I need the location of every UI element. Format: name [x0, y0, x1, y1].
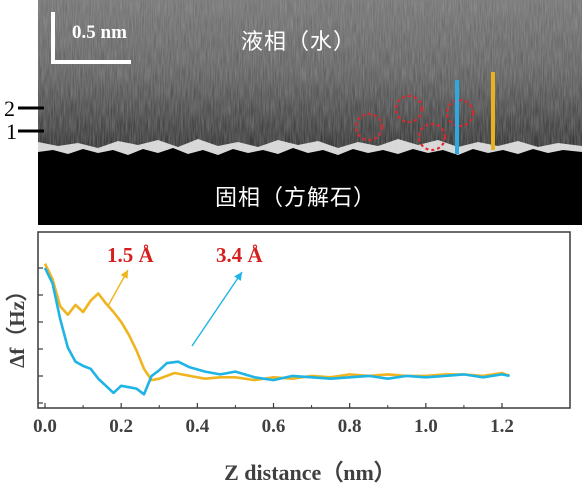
afm-image-canvas [38, 0, 582, 225]
layer-label-2: 2 [4, 96, 15, 121]
y-axis-label: Δf（Hz） [5, 280, 29, 368]
series-line-0 [43, 263, 511, 382]
dashed-circle [394, 94, 424, 124]
x-tick-label: 0.2 [109, 416, 133, 437]
annotation-arrowhead [234, 272, 242, 281]
plot-frame [37, 231, 571, 409]
annotation-label: 3.4 Å [216, 243, 264, 267]
afm-image: 0.5 nm 液相（水） 固相（方解石） [38, 0, 582, 225]
x-tick-label: 0.4 [185, 416, 209, 437]
x-tick-label: 1.0 [414, 416, 438, 437]
annotation-arrow [191, 271, 243, 347]
series-line-1 [43, 267, 510, 396]
scale-bar [51, 12, 131, 64]
dashed-circle [417, 122, 447, 152]
liquid-phase-label: 液相（水） [241, 30, 357, 55]
x-tick-label: 0.8 [338, 416, 362, 437]
layer-label-1: 1 [6, 119, 17, 144]
scale-bar-label: 0.5 nm [72, 22, 127, 43]
solid-phase-label: 固相（方解石） [215, 186, 377, 211]
x-axis-label: Z distance（nm） [224, 460, 396, 485]
solid-region [38, 148, 582, 225]
layer-2-tick [18, 106, 44, 110]
dashed-circle [354, 112, 384, 142]
annotation-label: 1.5 Å [107, 243, 155, 267]
x-tick-label: 0.6 [262, 416, 286, 437]
x-tick-label: 0.0 [33, 416, 57, 437]
x-tick-label: 1.2 [490, 416, 514, 437]
layer-1-tick [18, 129, 44, 133]
dashed-circle [445, 98, 475, 128]
annotation-arrowhead [120, 270, 128, 279]
force-curve-chart: 0.0 0.2 0.4 0.6 0.8 1.0 1.2 1.5 Å 3.4 Å Δf（Hz） … [5, 231, 571, 485]
